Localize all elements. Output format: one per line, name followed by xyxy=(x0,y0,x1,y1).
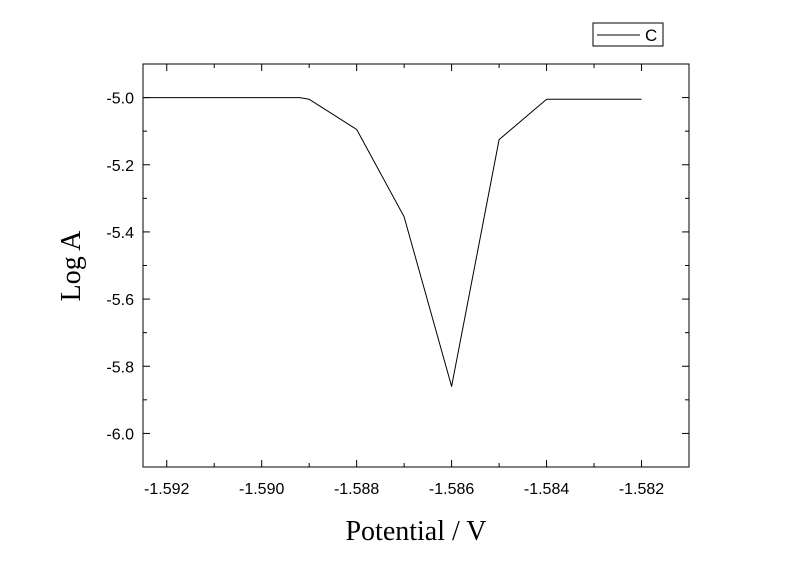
y-tick-label: -5.2 xyxy=(106,158,134,175)
x-axis-tick-labels: -1.592 -1.590 -1.588 -1.586 -1.584 -1.582 xyxy=(144,481,664,498)
legend-label-c: C xyxy=(645,26,657,45)
x-axis-ticks xyxy=(166,64,643,467)
x-tick-label: -1.586 xyxy=(429,481,474,498)
y-tick-label: -5.0 xyxy=(106,91,134,108)
legend: C xyxy=(592,22,664,47)
x-tick-label: -1.590 xyxy=(239,481,284,498)
y-axis-tick-labels: -5.0 -5.2 -5.4 -5.6 -5.8 -6.0 xyxy=(106,91,134,444)
y-axis-ticks xyxy=(143,97,689,434)
y-tick-label: -5.4 xyxy=(106,225,134,242)
x-tick-label: -1.592 xyxy=(144,481,189,498)
series-layer xyxy=(143,97,642,387)
x-tick-label: -1.584 xyxy=(524,481,569,498)
y-tick-label: -5.8 xyxy=(106,359,134,376)
x-tick-label: -1.588 xyxy=(334,481,379,498)
y-tick-label: -5.6 xyxy=(106,292,134,309)
x-axis-title: Potential / V xyxy=(345,516,486,547)
y-tick-label: -6.0 xyxy=(106,426,134,443)
series-line-c xyxy=(143,97,642,387)
plot-frame xyxy=(142,63,690,468)
y-axis-title: Log A xyxy=(56,230,87,302)
x-tick-label: -1.582 xyxy=(619,481,664,498)
